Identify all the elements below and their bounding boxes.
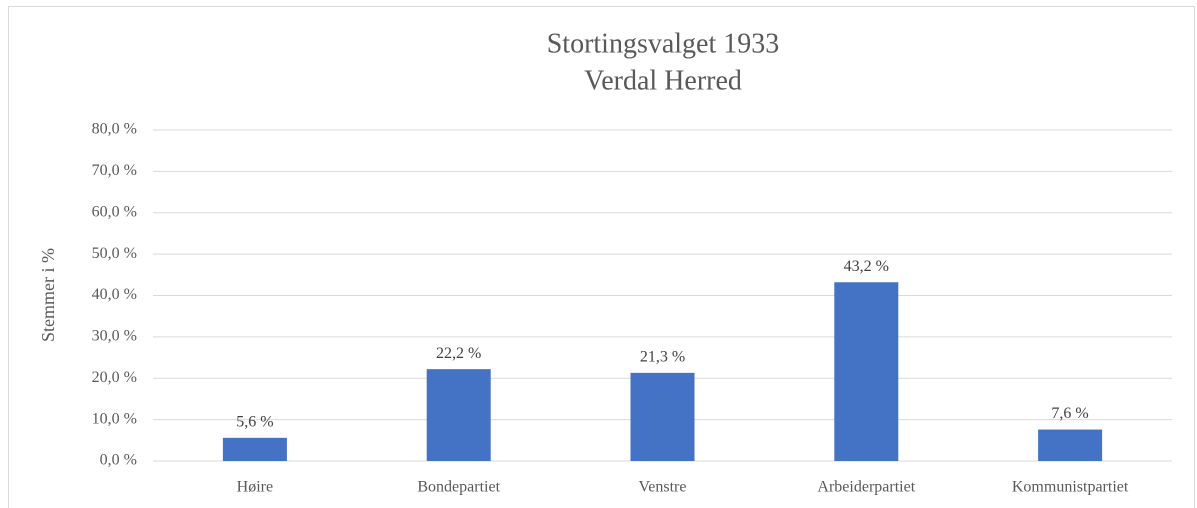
chart-title: Stortingsvalget 1933: [547, 28, 780, 59]
y-tick-label: 40,0 %: [92, 286, 137, 303]
chart-border: [8, 6, 1195, 508]
bar: [1038, 429, 1103, 461]
chart-subtitle: Verdal Herred: [584, 65, 742, 96]
y-axis-label: Stemmer i %: [38, 248, 58, 342]
data-label: 5,6 %: [236, 414, 273, 431]
y-tick-label: 0,0 %: [100, 452, 137, 469]
data-label: 43,2 %: [844, 258, 889, 275]
data-label: 21,3 %: [640, 349, 685, 366]
y-tick-label: 60,0 %: [92, 203, 137, 220]
x-tick-label: Kommunistpartiet: [1012, 479, 1129, 496]
x-tick-label: Arbeiderpartiet: [817, 479, 915, 496]
bar: [222, 437, 287, 461]
data-label: 7,6 %: [1051, 405, 1088, 422]
y-tick-label: 50,0 %: [92, 245, 137, 262]
y-tick-label: 10,0 %: [92, 410, 137, 427]
data-label: 22,2 %: [436, 345, 481, 362]
x-tick-label: Høire: [237, 479, 273, 496]
bar: [426, 369, 491, 461]
bar: [630, 372, 695, 461]
x-tick-label: Bondepartiet: [417, 479, 500, 496]
y-tick-label: 80,0 %: [92, 121, 137, 138]
y-tick-label: 70,0 %: [92, 162, 137, 179]
y-tick-label: 30,0 %: [92, 328, 137, 345]
bar: [834, 282, 899, 461]
y-tick-label: 20,0 %: [92, 369, 137, 386]
x-tick-label: Venstre: [639, 479, 687, 496]
